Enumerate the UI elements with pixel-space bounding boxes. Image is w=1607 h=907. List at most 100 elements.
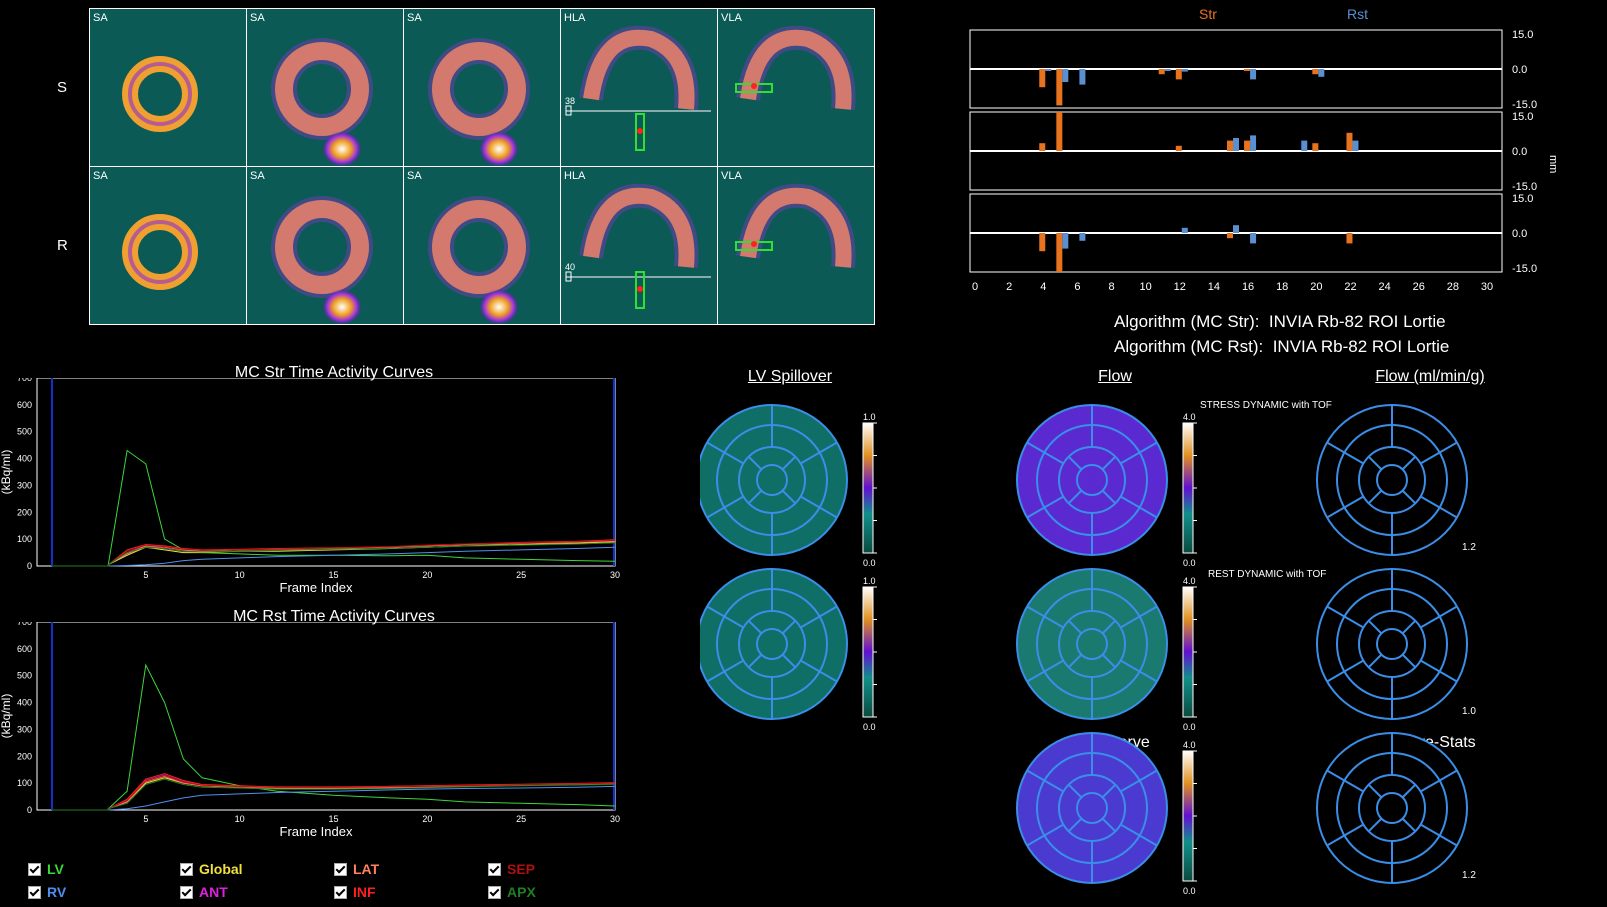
tac-x-tick: 10 xyxy=(235,570,245,580)
motion-x-tick: 18 xyxy=(1276,281,1288,293)
tac-y-label: (kBq/ml) xyxy=(0,450,13,495)
motion-x-tick: 6 xyxy=(1074,281,1080,293)
legend-item-apx[interactable]: APX xyxy=(488,884,536,900)
tac-series-inf xyxy=(52,539,616,567)
svg-text:4.0: 4.0 xyxy=(1183,412,1196,422)
tac-series-rv xyxy=(52,546,616,567)
legend-item-rv[interactable]: RV xyxy=(28,884,66,900)
motion-x-tick: 24 xyxy=(1378,281,1390,293)
motion-bar-str xyxy=(1056,69,1063,106)
motion-x-tick: 30 xyxy=(1481,281,1493,293)
tac-x-tick: 25 xyxy=(516,570,526,580)
image-panel-stress-hla: HLA 38 xyxy=(560,8,718,167)
tac-series-lv xyxy=(52,449,616,567)
lv-spillover-title: LV Spillover xyxy=(747,368,833,385)
tac-y-tick: 0 xyxy=(27,561,32,571)
legend-item-lat[interactable]: LAT xyxy=(334,861,379,877)
legend-item-global[interactable]: Global xyxy=(180,861,243,877)
myocardium-image xyxy=(122,56,198,132)
motion-bar-str xyxy=(1244,69,1251,71)
motion-bar-rst xyxy=(1250,135,1257,151)
stress-caption: STRESS DYNAMIC with TOF xyxy=(1200,400,1332,411)
motion-bar-str xyxy=(1039,69,1046,88)
legend-item-inf[interactable]: INF xyxy=(334,884,376,900)
tac-series-apx xyxy=(52,542,616,567)
flow-rest-values-rings xyxy=(1316,568,1468,720)
motion-tick-label: 15.0 xyxy=(1512,111,1533,123)
checkbox-checked-icon[interactable] xyxy=(334,862,347,876)
tac-rst-title: MC Rst Time Activity Curves xyxy=(233,608,435,625)
panel-label: HLA xyxy=(564,12,586,24)
tac-y-tick: 600 xyxy=(17,400,32,410)
legend-item-lv[interactable]: LV xyxy=(28,861,64,877)
algo-rst-label: Algorithm (MC Rst): xyxy=(1114,337,1264,356)
tac-y-tick: 400 xyxy=(17,454,32,464)
tac-x-tick: 15 xyxy=(328,814,338,824)
checkbox-checked-icon[interactable] xyxy=(28,862,41,876)
checkbox-checked-icon[interactable] xyxy=(28,885,41,899)
legend-label: ANT xyxy=(199,884,228,900)
checkbox-checked-icon[interactable] xyxy=(180,885,193,899)
checkbox-checked-icon[interactable] xyxy=(488,885,501,899)
tac-y-tick: 200 xyxy=(17,751,32,761)
image-panel-rest-sa: SA xyxy=(246,166,404,325)
motion-bar-rst xyxy=(1352,140,1359,151)
panel-label: SA xyxy=(93,12,108,24)
panel-label: VLA xyxy=(721,170,742,182)
legend-item-sep[interactable]: SEP xyxy=(488,861,535,877)
svg-text:0.0: 0.0 xyxy=(863,722,876,732)
global-value: 1.0 xyxy=(1462,706,1476,717)
tac-x-label: Frame Index xyxy=(280,824,353,839)
motion-x-tick: 2 xyxy=(1006,281,1012,293)
motion-bar-rst xyxy=(1079,233,1086,241)
motion-bar-str xyxy=(1175,69,1182,80)
legend-label: SEP xyxy=(507,861,536,877)
motion-bar-rst xyxy=(1062,233,1069,249)
legend-rst: Rst xyxy=(1347,6,1368,22)
tac-x-tick: 5 xyxy=(143,814,148,824)
svg-text:0.0: 0.0 xyxy=(1183,722,1196,732)
motion-x-tick: 8 xyxy=(1108,281,1114,293)
motion-x-tick: 4 xyxy=(1040,281,1046,293)
flow-stress-values-rings xyxy=(1316,404,1468,556)
motion-bar-rst xyxy=(1233,138,1239,151)
motion-bar-str xyxy=(1158,69,1165,75)
hla-slice-number: 40 xyxy=(565,262,575,272)
tac-y-tick: 600 xyxy=(17,644,32,654)
tac-rst-chart: 700 600 500 400 300 200 100 0 5 10 15 20 25 30 Frame I… xyxy=(0,622,620,839)
spillover-stress-colorbar: 1.0 0.0 xyxy=(862,412,877,568)
checkbox-checked-icon[interactable] xyxy=(334,885,347,899)
motion-bar-rst xyxy=(1062,69,1069,82)
legend-label: APX xyxy=(507,884,536,900)
svg-text:1.0: 1.0 xyxy=(863,412,876,422)
checkbox-checked-icon[interactable] xyxy=(180,862,193,876)
motion-bar-rst xyxy=(1045,69,1052,71)
tac-y-tick: 0 xyxy=(27,805,32,815)
reserve-map xyxy=(1016,732,1168,884)
tac-x-tick: 20 xyxy=(422,814,432,824)
myocardium-image xyxy=(735,183,856,269)
motion-bar-str xyxy=(1346,233,1353,244)
motion-bar-svg: X15.00.0-15.0Y15.00.0-15.0Z15.00.0-15.0m… xyxy=(969,29,1559,293)
motion-bar-rst xyxy=(1079,69,1086,85)
motion-tick-label: -15.0 xyxy=(1512,263,1537,275)
motion-bar-str xyxy=(1227,140,1233,151)
spillover-rest-map xyxy=(700,568,848,720)
tac-x-tick: 25 xyxy=(516,814,526,824)
checkbox-checked-icon[interactable] xyxy=(488,862,501,876)
tac-x-tick: 20 xyxy=(422,570,432,580)
motion-bar-str xyxy=(1312,69,1319,75)
motion-tick-label: 15.0 xyxy=(1512,29,1533,41)
algo-str-value: INVIA Rb-82 ROI Lortie xyxy=(1268,312,1446,331)
image-panel-stress-sa: SA xyxy=(403,8,561,167)
legend-label: Global xyxy=(199,861,243,877)
row-label-rest: R xyxy=(57,237,68,254)
motion-tick-label: -15.0 xyxy=(1512,181,1537,193)
myocardium-image xyxy=(271,196,373,324)
tac-x-label: Frame Index xyxy=(280,580,353,595)
motion-tick-label: 15.0 xyxy=(1512,193,1533,205)
legend-item-ant[interactable]: ANT xyxy=(180,884,228,900)
reserve-stats-values-rings xyxy=(1316,732,1468,884)
reserve-colorbar: 4.0 0.0 xyxy=(1182,740,1197,896)
flow-stress-colorbar: 4.0 0.0 xyxy=(1182,412,1197,568)
